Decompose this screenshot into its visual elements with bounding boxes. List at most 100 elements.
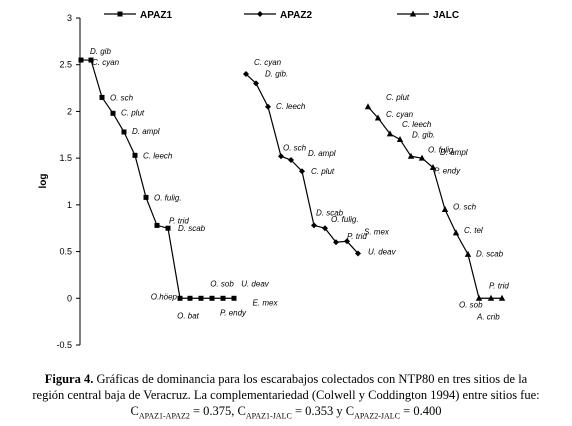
y-tick-label: 0 — [67, 293, 72, 303]
y-tick-label: 2 — [67, 106, 72, 116]
data-point — [209, 295, 215, 301]
series-group: D. gib C. cyan O. sch C. plut D. ampl C. leec… — [78, 47, 509, 321]
data-label: D. ampl — [308, 149, 336, 158]
data-point — [407, 152, 415, 159]
data-label: C. cyan — [254, 58, 282, 67]
legend-label: APAZ1 — [140, 10, 172, 21]
data-point — [220, 295, 226, 301]
data-point — [344, 238, 350, 245]
data-point — [88, 57, 94, 63]
data-point — [452, 229, 460, 236]
data-point — [322, 225, 328, 232]
figure-caption: Figura 4. Gráficas de dominancia para lo… — [4, 371, 568, 425]
data-point — [487, 294, 495, 301]
data-point — [265, 103, 271, 110]
data-label: P. endy — [434, 166, 461, 175]
data-point — [99, 94, 105, 100]
caption-text-1: Gráficas de dominancia para los escaraba… — [96, 372, 528, 386]
data-point — [177, 295, 183, 301]
subscript-3: APAZ2-JALC — [354, 411, 401, 421]
y-tick-label: 2.5 — [59, 60, 72, 70]
data-label: O. sch — [453, 203, 477, 212]
data-label: A. crib — [476, 312, 500, 321]
y-tick-label: 1 — [67, 200, 72, 210]
data-label: O. sob — [459, 300, 483, 309]
data-point — [374, 114, 382, 121]
series-apaz1: D. gib C. cyan O. sch C. plut D. ampl C. leec… — [78, 47, 279, 320]
data-point — [311, 222, 317, 229]
data-point — [418, 154, 426, 161]
c-symbol-2: C — [237, 404, 246, 418]
y-tick-label: 1.5 — [59, 153, 72, 163]
data-label: S. mex — [364, 227, 390, 236]
data-label: D. gib — [90, 47, 111, 56]
data-label: P. trid — [489, 281, 509, 290]
value-3: = 0.400 — [400, 404, 442, 418]
legend-marker — [409, 10, 417, 17]
data-label: C. plut — [311, 167, 335, 176]
data-point — [154, 222, 160, 228]
data-label: C. plut — [121, 108, 145, 117]
data-point — [288, 157, 294, 164]
data-point — [299, 168, 305, 175]
caption-line-3: CAPAZ1-APAZ2 = 0.375, CAPAZ1-JALC = 0.35… — [4, 403, 568, 425]
data-label: O. bat — [177, 311, 200, 320]
data-point — [198, 295, 204, 301]
data-point — [78, 57, 84, 63]
data-label: C. leech — [276, 102, 306, 111]
data-point — [143, 194, 149, 200]
legend-item-apaz1: APAZ1 — [104, 10, 172, 21]
data-point — [396, 135, 404, 142]
data-label: O.höep — [151, 292, 178, 301]
data-point — [364, 103, 372, 110]
caption-line-2: región central baja de Veracruz. La comp… — [32, 388, 540, 402]
data-point — [243, 71, 249, 78]
legend-label: APAZ2 — [280, 10, 312, 21]
data-label: C. cyan — [386, 110, 414, 119]
data-point — [333, 239, 339, 246]
data-label: O. sch — [110, 93, 134, 102]
data-point — [121, 129, 127, 135]
data-label: C. plut — [386, 93, 410, 102]
data-point — [278, 153, 284, 160]
y-tick-label: -0.5 — [56, 340, 72, 350]
data-point — [386, 130, 394, 137]
y-axis: 3 2.5 2 1.5 1 0.5 0 -0.5 — [56, 13, 81, 350]
data-label: D. gib. — [265, 69, 288, 78]
data-label: C. tel — [464, 226, 483, 235]
data-label: O. sch — [283, 143, 307, 152]
data-label: D. gib. — [412, 130, 435, 139]
legend-marker — [257, 11, 263, 17]
data-point — [429, 163, 437, 170]
data-label: O. fulig. — [331, 215, 359, 224]
data-label: E. mex — [253, 298, 279, 307]
legend-label: JALC — [433, 10, 459, 21]
data-point — [187, 295, 193, 301]
data-label: U. deav — [368, 247, 397, 256]
data-point — [475, 294, 483, 301]
data-point — [110, 110, 116, 116]
caption-line-1: Figura 4. Gráficas de dominancia para lo… — [4, 371, 568, 387]
data-label: P. endy — [220, 308, 247, 317]
value-2: = 0.353 y — [291, 404, 346, 418]
data-label: C. cyan — [92, 58, 120, 67]
data-point — [498, 294, 506, 301]
data-label: O. fulig. — [154, 193, 182, 202]
y-tick-label: 0.5 — [59, 247, 72, 257]
legend: APAZ1 APAZ2 JALC — [104, 10, 459, 21]
data-label: O. fulig. — [428, 145, 456, 154]
data-label: D. ampl — [132, 127, 160, 136]
legend-marker — [117, 11, 123, 17]
c-symbol-1: C — [130, 404, 139, 418]
subscript-1: APAZ1-APAZ2 — [138, 411, 190, 421]
legend-item-apaz2: APAZ2 — [244, 10, 312, 21]
data-label: O. sob — [210, 279, 234, 288]
y-axis-label: log — [38, 174, 49, 189]
data-point — [441, 206, 449, 213]
value-1: = 0.375, — [189, 404, 238, 418]
data-point — [231, 295, 237, 301]
y-tick-label: 3 — [67, 13, 72, 23]
data-point — [464, 250, 472, 257]
